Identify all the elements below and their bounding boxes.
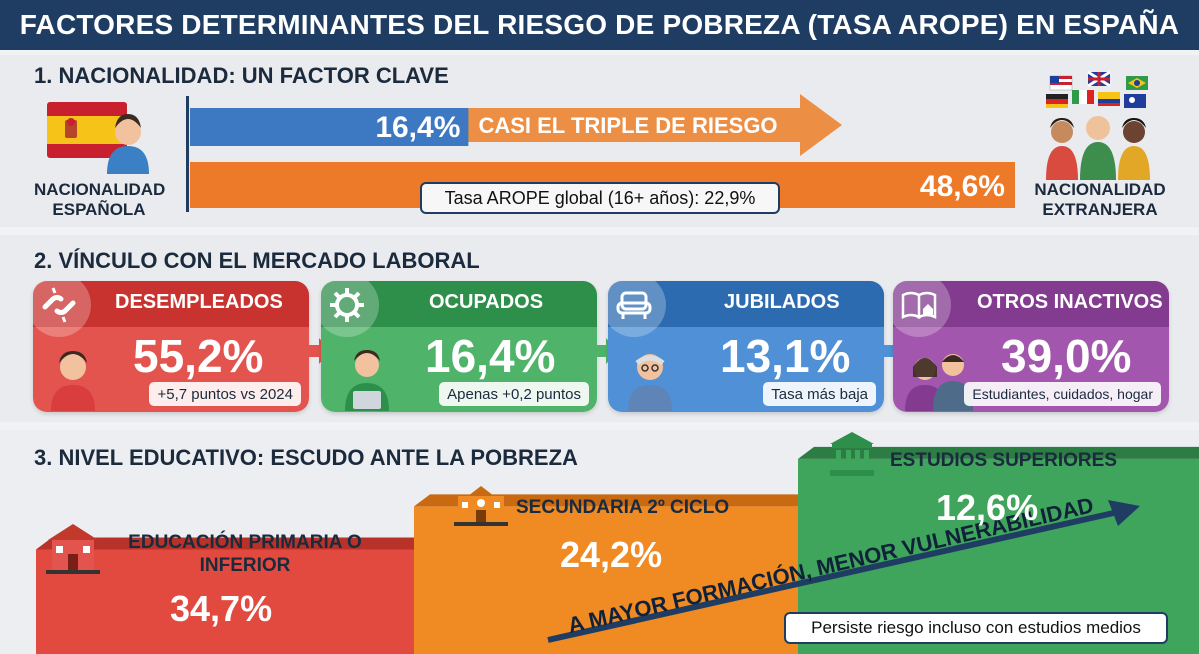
step-higher-top: [798, 446, 1199, 459]
card-employed: OCUPADOS 16,4% Apenas +0,2 puntos: [321, 281, 597, 412]
axis-line: [186, 96, 189, 212]
label-secondary: SECUNDARIA 2º CICLO: [516, 497, 730, 518]
label-higher: ESTUDIOS SUPERIORES: [890, 450, 1117, 471]
step-primary-top: [36, 537, 428, 550]
card-note: Estudiantes, cuidados, hogar: [964, 382, 1161, 406]
card-value: 55,2%: [133, 330, 264, 382]
family-icon: [905, 354, 973, 411]
card-unemployed: DESEMPLEADOS 55,2% +5,7 puntos vs 2024: [33, 281, 309, 412]
card-value: 16,4%: [425, 330, 556, 382]
triple-risk-arrow: [400, 94, 842, 156]
step-secondary-top: [414, 494, 812, 507]
elderly-person-icon: [628, 354, 672, 411]
card-value: 39,0%: [1001, 330, 1132, 382]
broken-chain-icon: [33, 281, 91, 337]
value-secondary: 24,2%: [560, 534, 663, 575]
global-rate-note: Tasa AROPE global (16+ años): 22,9%: [420, 182, 780, 214]
card-value: 13,1%: [720, 330, 851, 382]
trend-arrow-head: [1108, 500, 1140, 526]
value-primary: 34,7%: [170, 588, 273, 629]
value-spanish: 16,4%: [375, 111, 460, 144]
spanish-flag-person-icon: [47, 102, 149, 174]
gear-wrench-icon: [321, 281, 379, 337]
card-label: OTROS INACTIVOS: [977, 291, 1163, 313]
foreign-flags-people-icon: [1046, 70, 1150, 180]
card-note: +5,7 puntos vs 2024: [149, 382, 301, 406]
card-label: OCUPADOS: [429, 291, 544, 313]
nationality-chart: 16,4% 48,6% CASI EL TRIPLE DE RIESGO: [190, 94, 1015, 208]
book-house-icon: [893, 281, 951, 337]
sad-person-icon: [51, 351, 95, 411]
section1-title: 1. NACIONALIDAD: UN FACTOR CLAVE: [34, 63, 449, 88]
card-note: Apenas +0,2 puntos: [439, 382, 589, 406]
value-foreign: 48,6%: [920, 170, 1005, 203]
label-primary: EDUCACIÓN PRIMARIA O INFERIOR: [128, 532, 362, 576]
school-building-icon: [46, 524, 100, 574]
card-label: DESEMPLEADOS: [115, 291, 283, 313]
triple-risk-text: CASI EL TRIPLE DE RIESGO: [478, 113, 777, 138]
page-title: FACTORES DETERMINANTES DEL RIESGO DE POB…: [0, 0, 1199, 50]
label-spanish: NACIONALIDAD ESPAÑOLA: [34, 180, 166, 219]
card-other-inactive: OTROS INACTIVOS 39,0% Estudiantes, cuida…: [893, 281, 1169, 412]
step-primary: [36, 549, 414, 654]
armchair-icon: [608, 281, 666, 337]
card-note: Tasa más baja: [763, 382, 876, 406]
label-foreign: NACIONALIDAD EXTRANJERA: [1034, 180, 1166, 219]
university-icon: [830, 432, 874, 476]
worker-laptop-icon: [345, 350, 389, 411]
bar-spanish: [190, 108, 469, 146]
footnote-box: Persiste riesgo incluso con estudios med…: [784, 612, 1168, 644]
value-higher: 12,6%: [936, 487, 1039, 528]
card-retired: JUBILADOS 13,1% Tasa más baja: [608, 281, 884, 412]
high-school-icon: [454, 486, 508, 526]
section3-title: 3. NIVEL EDUCATIVO: ESCUDO ANTE LA POBRE…: [34, 445, 578, 470]
section2-title: 2. VÍNCULO CON EL MERCADO LABORAL: [34, 248, 480, 273]
card-label: JUBILADOS: [724, 291, 840, 313]
trend-arrow-line: [547, 509, 1119, 643]
